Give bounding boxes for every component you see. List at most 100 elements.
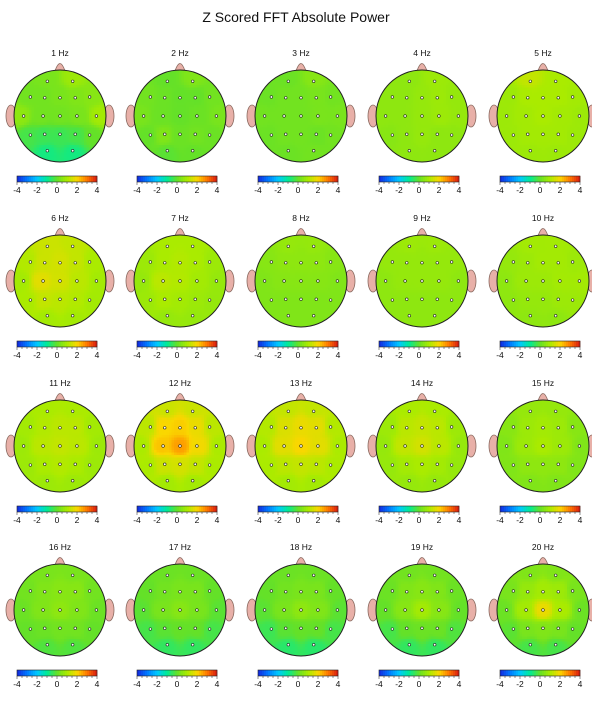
electrode-fp2 bbox=[312, 573, 316, 577]
electrode-f4 bbox=[314, 261, 318, 265]
colorbar-tick-label: 2 bbox=[195, 350, 200, 360]
electrode-f7 bbox=[148, 589, 152, 593]
electrode-cz bbox=[541, 608, 545, 612]
electrode-o2 bbox=[433, 479, 437, 483]
colorbar-tick-label: 0 bbox=[538, 185, 543, 195]
electrode-cz bbox=[178, 114, 182, 118]
electrode-f8 bbox=[329, 589, 333, 593]
colorbar-tick-label: 4 bbox=[215, 679, 220, 689]
electrode-o1 bbox=[286, 149, 290, 153]
head-outline bbox=[133, 69, 227, 163]
electrode-p3 bbox=[526, 132, 530, 136]
electrode-f8 bbox=[571, 260, 575, 264]
electrode-t3 bbox=[505, 114, 509, 118]
electrode-fz bbox=[58, 590, 62, 594]
colorbar-tick-label: 4 bbox=[336, 515, 341, 525]
topomap-svg: -4 -2 0 2 4 bbox=[488, 557, 592, 689]
electrode-cz bbox=[58, 114, 62, 118]
colorbar-tick-label: -2 bbox=[33, 679, 41, 689]
electrode-t5 bbox=[148, 627, 152, 631]
topomap-svg: -4 -2 0 2 4 bbox=[246, 557, 356, 689]
electrode-f4 bbox=[314, 590, 318, 594]
colorbar-tick-label: -2 bbox=[516, 515, 524, 525]
colorbar-tick-label: 4 bbox=[457, 515, 462, 525]
electrode-c3 bbox=[282, 608, 286, 612]
colorbar: -4 -2 0 2 4 bbox=[133, 175, 220, 195]
colorbar-tick-label: 2 bbox=[195, 515, 200, 525]
electrode-f7 bbox=[511, 95, 515, 99]
electrode-p4 bbox=[435, 132, 439, 136]
topomap-svg: -4 -2 0 2 4 bbox=[488, 63, 592, 195]
topomap-panel: 20 Hz -4 -2 0 2 4 bbox=[483, 494, 592, 689]
electrode-o1 bbox=[407, 643, 411, 647]
electrode-c3 bbox=[403, 279, 407, 283]
topomap-panel: 11 Hz -4 -2 0 2 4 bbox=[0, 330, 120, 525]
electrode-t3 bbox=[263, 114, 267, 118]
electrode-t5 bbox=[148, 133, 152, 137]
topomap-svg: -4 -2 0 2 4 bbox=[367, 557, 477, 689]
electrode-o2 bbox=[554, 479, 558, 483]
electrode-t3 bbox=[505, 608, 509, 612]
panel-title: 15 Hz bbox=[483, 378, 592, 388]
head-outline bbox=[496, 563, 590, 657]
electrode-o2 bbox=[312, 149, 316, 153]
electrode-t3 bbox=[22, 608, 26, 612]
electrode-t6 bbox=[571, 298, 575, 302]
electrode-fp2 bbox=[71, 244, 75, 248]
electrode-p3 bbox=[405, 297, 409, 301]
electrode-t5 bbox=[28, 463, 32, 467]
electrode-p4 bbox=[193, 462, 197, 466]
colorbar-tick-label: 4 bbox=[336, 679, 341, 689]
colorbar-tick-label: -4 bbox=[13, 515, 21, 525]
electrode-pz bbox=[58, 132, 62, 136]
electrode-pz bbox=[541, 462, 545, 466]
colorbar-tick-label: 2 bbox=[316, 350, 321, 360]
electrode-c3 bbox=[41, 444, 45, 448]
electrode-cz bbox=[541, 444, 545, 448]
electrode-t6 bbox=[329, 627, 333, 631]
topomap-panel: 13 Hz -4 -2 0 2 4 bbox=[241, 330, 361, 525]
electrode-t4 bbox=[335, 114, 339, 118]
electrode-fp1 bbox=[528, 409, 532, 413]
electrode-fz bbox=[420, 590, 424, 594]
panel-title: 2 Hz bbox=[120, 48, 240, 58]
electrode-cz bbox=[299, 608, 303, 612]
electrode-t6 bbox=[329, 463, 333, 467]
electrode-t6 bbox=[208, 133, 212, 137]
electrode-o1 bbox=[407, 149, 411, 153]
electrode-c4 bbox=[316, 279, 320, 283]
colorbar-tick-label: 4 bbox=[457, 679, 462, 689]
electrode-p3 bbox=[284, 626, 288, 630]
colorbar: -4 -2 0 2 4 bbox=[254, 669, 341, 689]
electrode-f4 bbox=[193, 261, 197, 265]
electrode-pz bbox=[178, 462, 182, 466]
topomap-panel: 3 Hz -4 -2 0 2 4 bbox=[241, 0, 361, 195]
colorbar-tick-label: -2 bbox=[395, 515, 403, 525]
electrode-f8 bbox=[571, 425, 575, 429]
electrode-t4 bbox=[577, 279, 581, 283]
electrode-p4 bbox=[314, 462, 318, 466]
electrode-f7 bbox=[390, 95, 394, 99]
electrode-o1 bbox=[45, 643, 49, 647]
topomap-panel: 14 Hz -4 -2 0 2 4 bbox=[362, 330, 482, 525]
electrode-cz bbox=[299, 279, 303, 283]
head-outline bbox=[13, 563, 107, 657]
topomap-panel: 6 Hz -4 -2 0 2 4 bbox=[0, 165, 120, 360]
colorbar-tick-label: 0 bbox=[55, 350, 60, 360]
electrode-c3 bbox=[161, 114, 165, 118]
head-outline bbox=[375, 234, 469, 328]
electrode-f8 bbox=[571, 95, 575, 99]
electrode-t4 bbox=[94, 444, 98, 448]
electrode-fp2 bbox=[433, 409, 437, 413]
electrode-f3 bbox=[284, 261, 288, 265]
electrode-f8 bbox=[571, 589, 575, 593]
colorbar-tick-label: -2 bbox=[33, 515, 41, 525]
topomap-svg: -4 -2 0 2 4 bbox=[125, 393, 235, 525]
electrode-f4 bbox=[435, 96, 439, 100]
electrode-fp2 bbox=[191, 409, 195, 413]
electrode-fp1 bbox=[286, 79, 290, 83]
electrode-p3 bbox=[284, 462, 288, 466]
colorbar-tick-label: 0 bbox=[538, 679, 543, 689]
electrode-f4 bbox=[73, 426, 77, 430]
